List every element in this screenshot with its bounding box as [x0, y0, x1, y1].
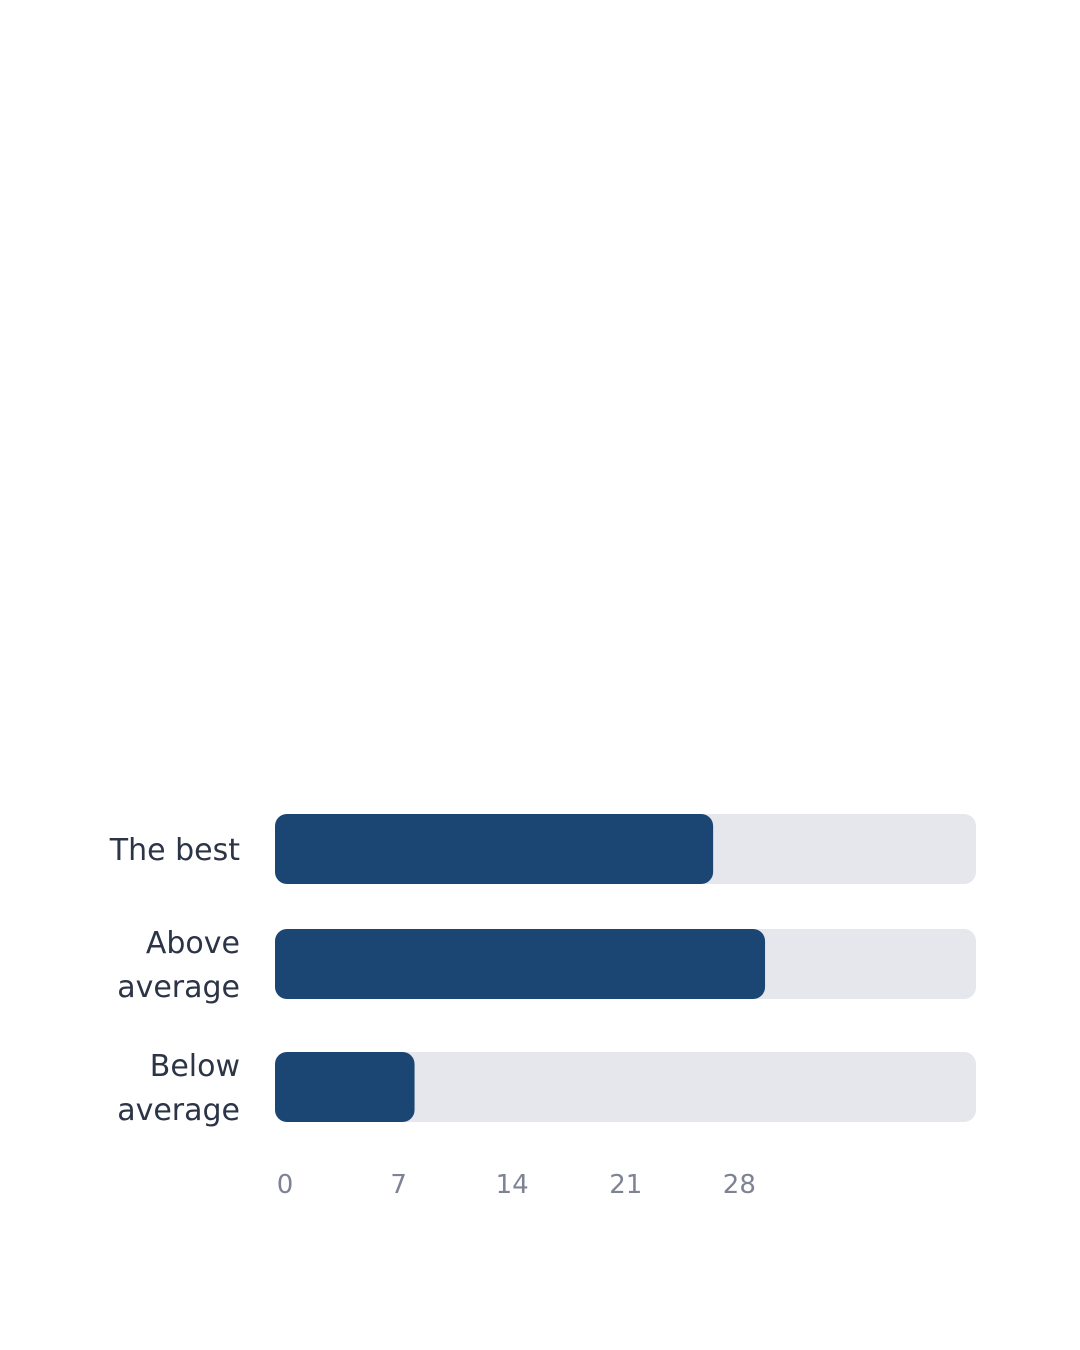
category-label-line: The best	[109, 833, 240, 868]
x-tick-label-14: 14	[496, 1170, 529, 1200]
x-tick-label-7: 7	[390, 1170, 407, 1200]
bar-track-below-average	[275, 1052, 976, 1122]
category-label-line: Above	[146, 926, 240, 961]
category-label-line: Below	[150, 1049, 240, 1084]
category-label-above-average: Above average	[117, 926, 240, 1005]
category-label-below-average: Below average	[117, 1049, 240, 1128]
x-axis-ticks: 0 7 14 21 28	[277, 1170, 756, 1200]
x-tick-label-0: 0	[277, 1170, 294, 1200]
category-labels: The best Above average Below average	[109, 833, 240, 1128]
bars-layer	[275, 814, 976, 1122]
bar-below-average	[275, 1052, 415, 1122]
category-label-line: average	[117, 970, 240, 1005]
x-tick-label-21: 21	[609, 1170, 642, 1200]
bar-above-average	[275, 929, 766, 999]
x-tick-label-28: 28	[723, 1170, 756, 1200]
bar-the-best	[275, 814, 714, 884]
category-label-line: average	[117, 1093, 240, 1128]
category-label-the-best: The best	[109, 833, 240, 868]
